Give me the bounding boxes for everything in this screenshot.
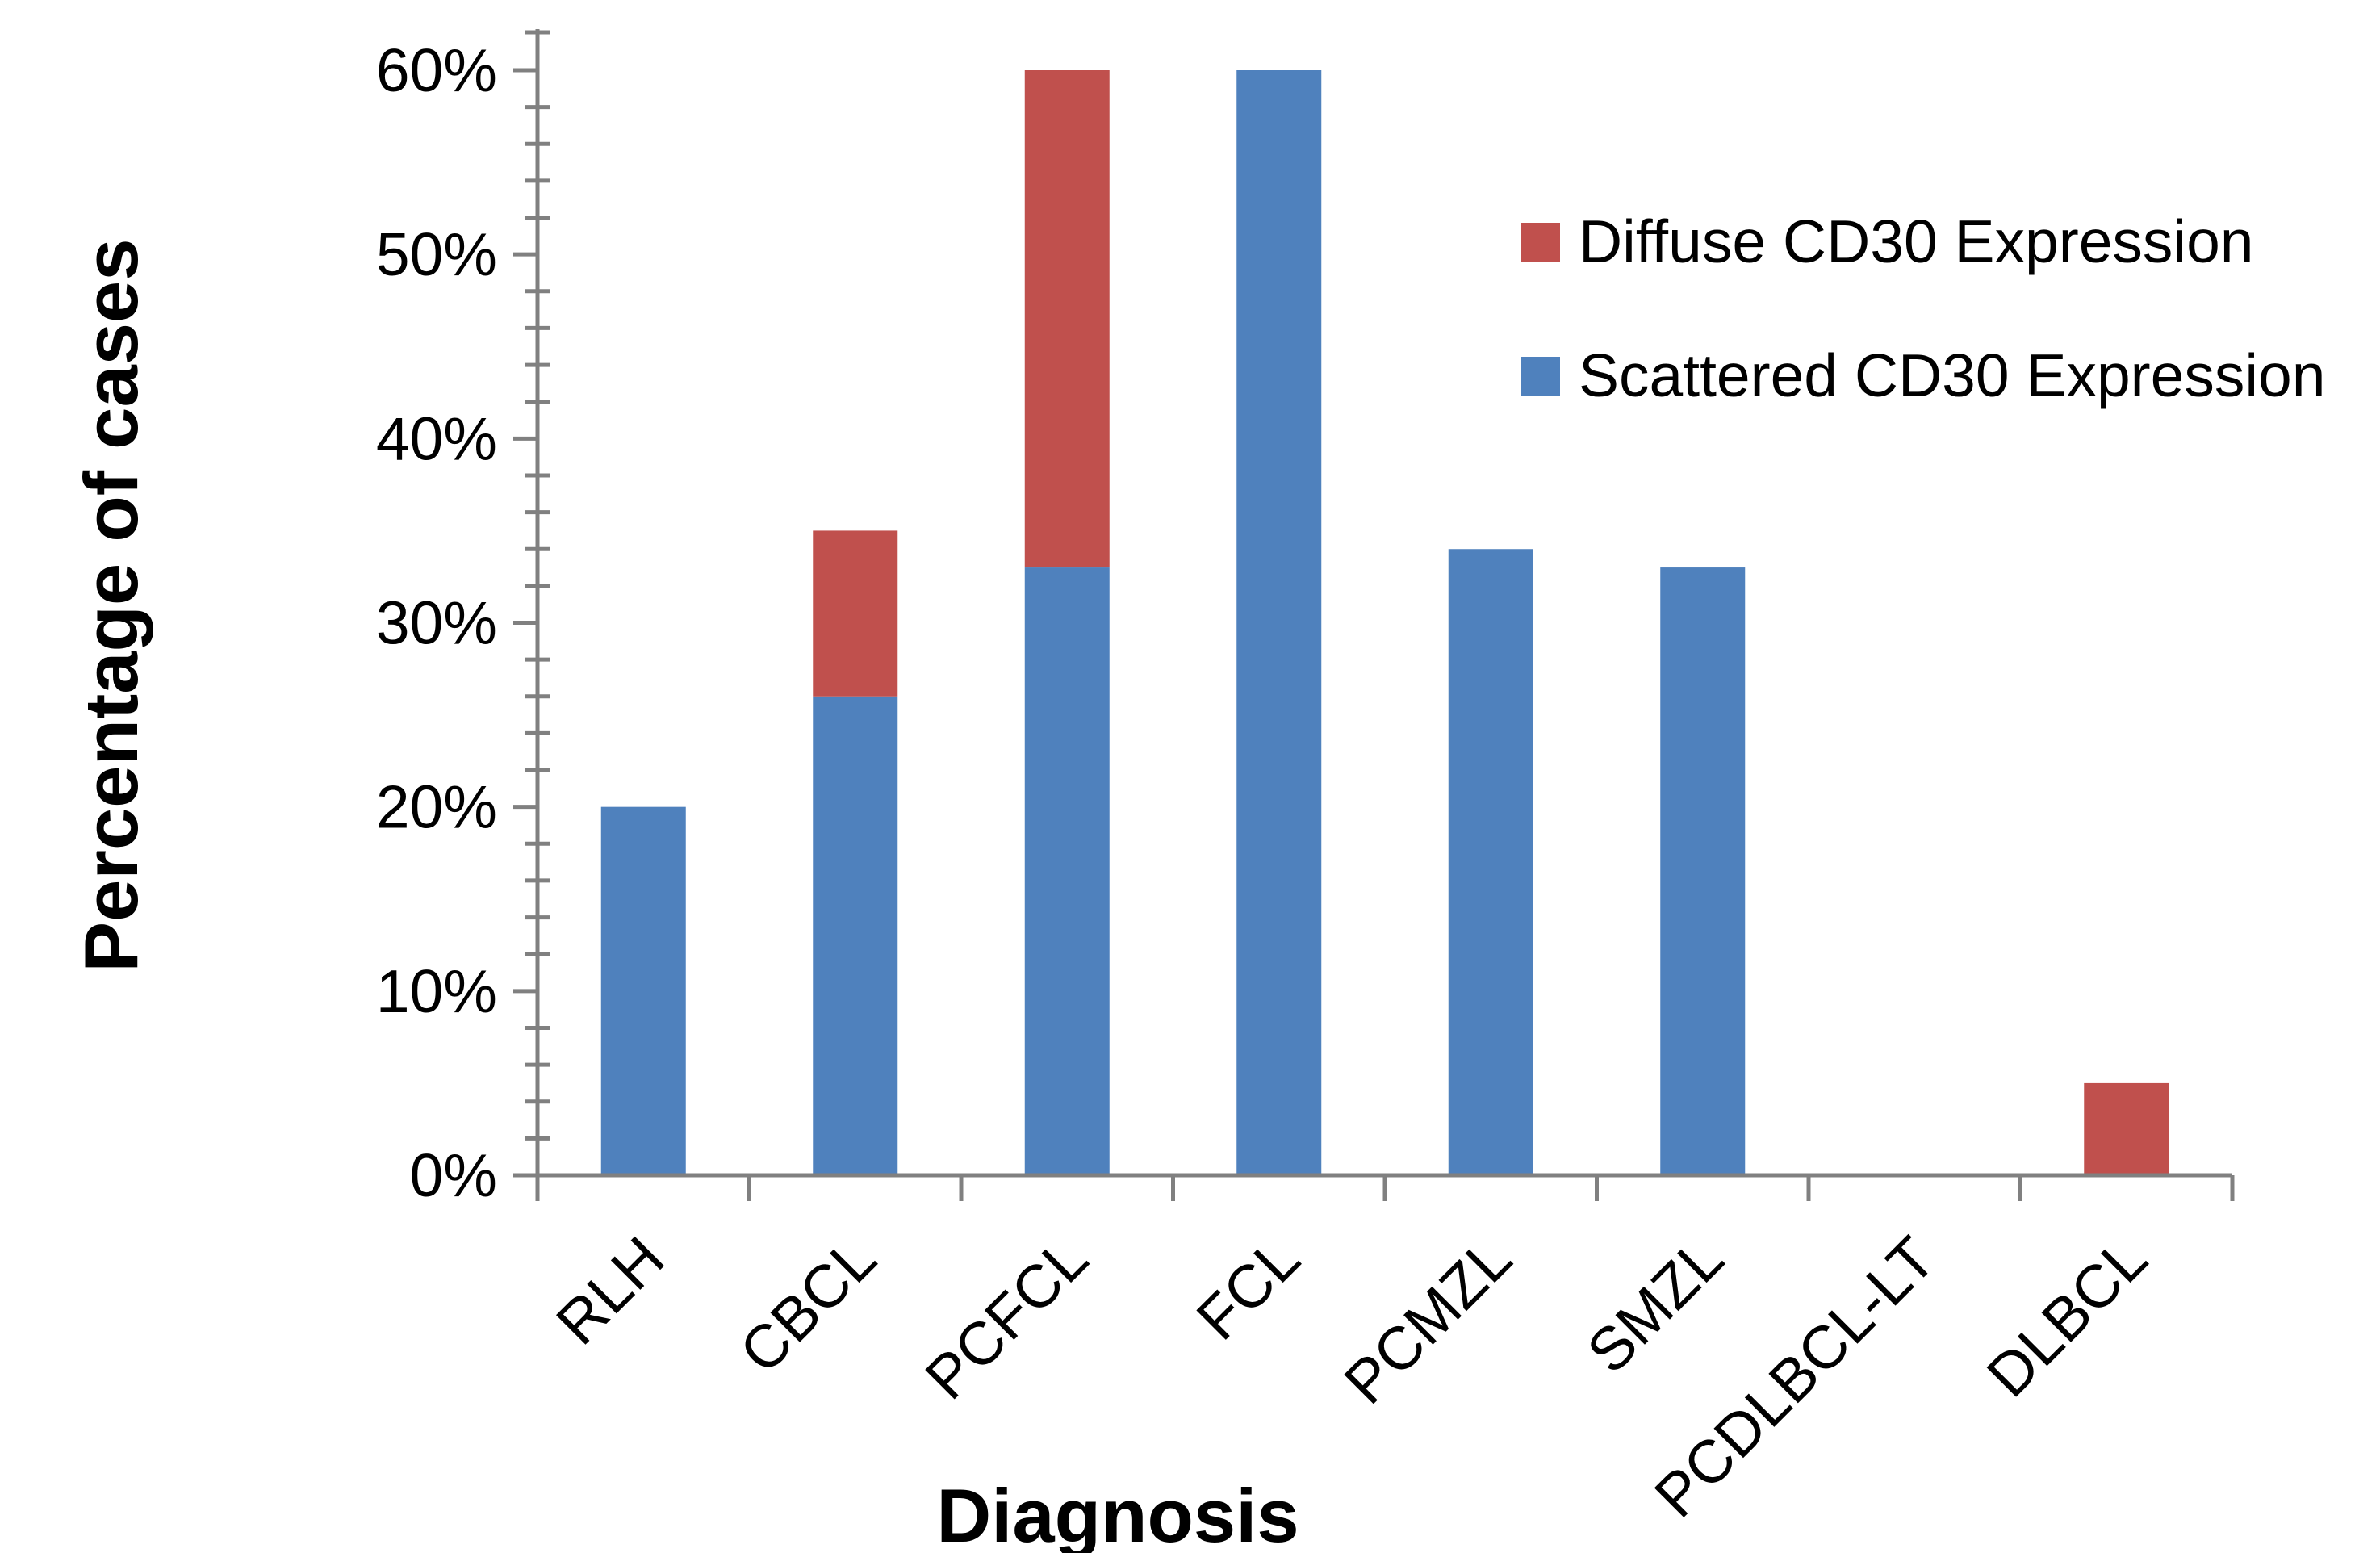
x-category-label: RLH bbox=[543, 1224, 676, 1357]
y-tick-label: 0% bbox=[410, 1141, 497, 1209]
y-tick-label: 60% bbox=[376, 36, 497, 104]
x-category-label: CBCL bbox=[726, 1224, 889, 1386]
bar-pcmzl-scattered bbox=[1448, 549, 1533, 1175]
x-axis-title: Diagnosis bbox=[936, 1473, 1299, 1553]
y-tick-label: 40% bbox=[376, 404, 497, 472]
bar-pcfcl-scattered bbox=[1024, 567, 1110, 1175]
legend-swatch-scattered bbox=[1521, 357, 1560, 396]
bar-cbcl-scattered bbox=[813, 696, 898, 1175]
bar-pcfcl-diffuse bbox=[1024, 70, 1110, 568]
x-category-label: PCMZL bbox=[1331, 1224, 1524, 1417]
legend-label-scattered: Scattered CD30 Expression bbox=[1579, 341, 2325, 409]
bars-layer bbox=[600, 70, 2169, 1175]
bar-dlbcl-diffuse bbox=[2084, 1082, 2169, 1175]
x-category-label: SMZL bbox=[1574, 1224, 1736, 1386]
x-category-label: DLBCL bbox=[1974, 1224, 2160, 1409]
y-axis-title: Percentage of cases bbox=[69, 238, 153, 972]
bar-fcl-scattered bbox=[1236, 70, 1322, 1175]
legend-swatch-diffuse bbox=[1521, 223, 1560, 262]
legend-label-diffuse: Diffuse CD30 Expression bbox=[1579, 207, 2254, 275]
y-tick-layer: 0% 10% 20% 30% 40% 50% 60% bbox=[376, 30, 550, 1209]
y-tick-label: 10% bbox=[376, 957, 497, 1025]
y-tick-label: 20% bbox=[376, 773, 497, 841]
bar-cbcl-diffuse bbox=[813, 530, 898, 697]
y-tick-label: 50% bbox=[376, 220, 497, 288]
x-category-label: PCFCL bbox=[912, 1224, 1100, 1412]
y-tick-label: 30% bbox=[376, 589, 497, 657]
bar-smzl-scattered bbox=[1660, 567, 1746, 1175]
legend: Diffuse CD30 Expression Scattered CD30 E… bbox=[1521, 207, 2325, 409]
axes-layer bbox=[535, 29, 2232, 1178]
bar-rlh-scattered bbox=[600, 806, 686, 1175]
x-category-label: FCL bbox=[1183, 1224, 1312, 1353]
